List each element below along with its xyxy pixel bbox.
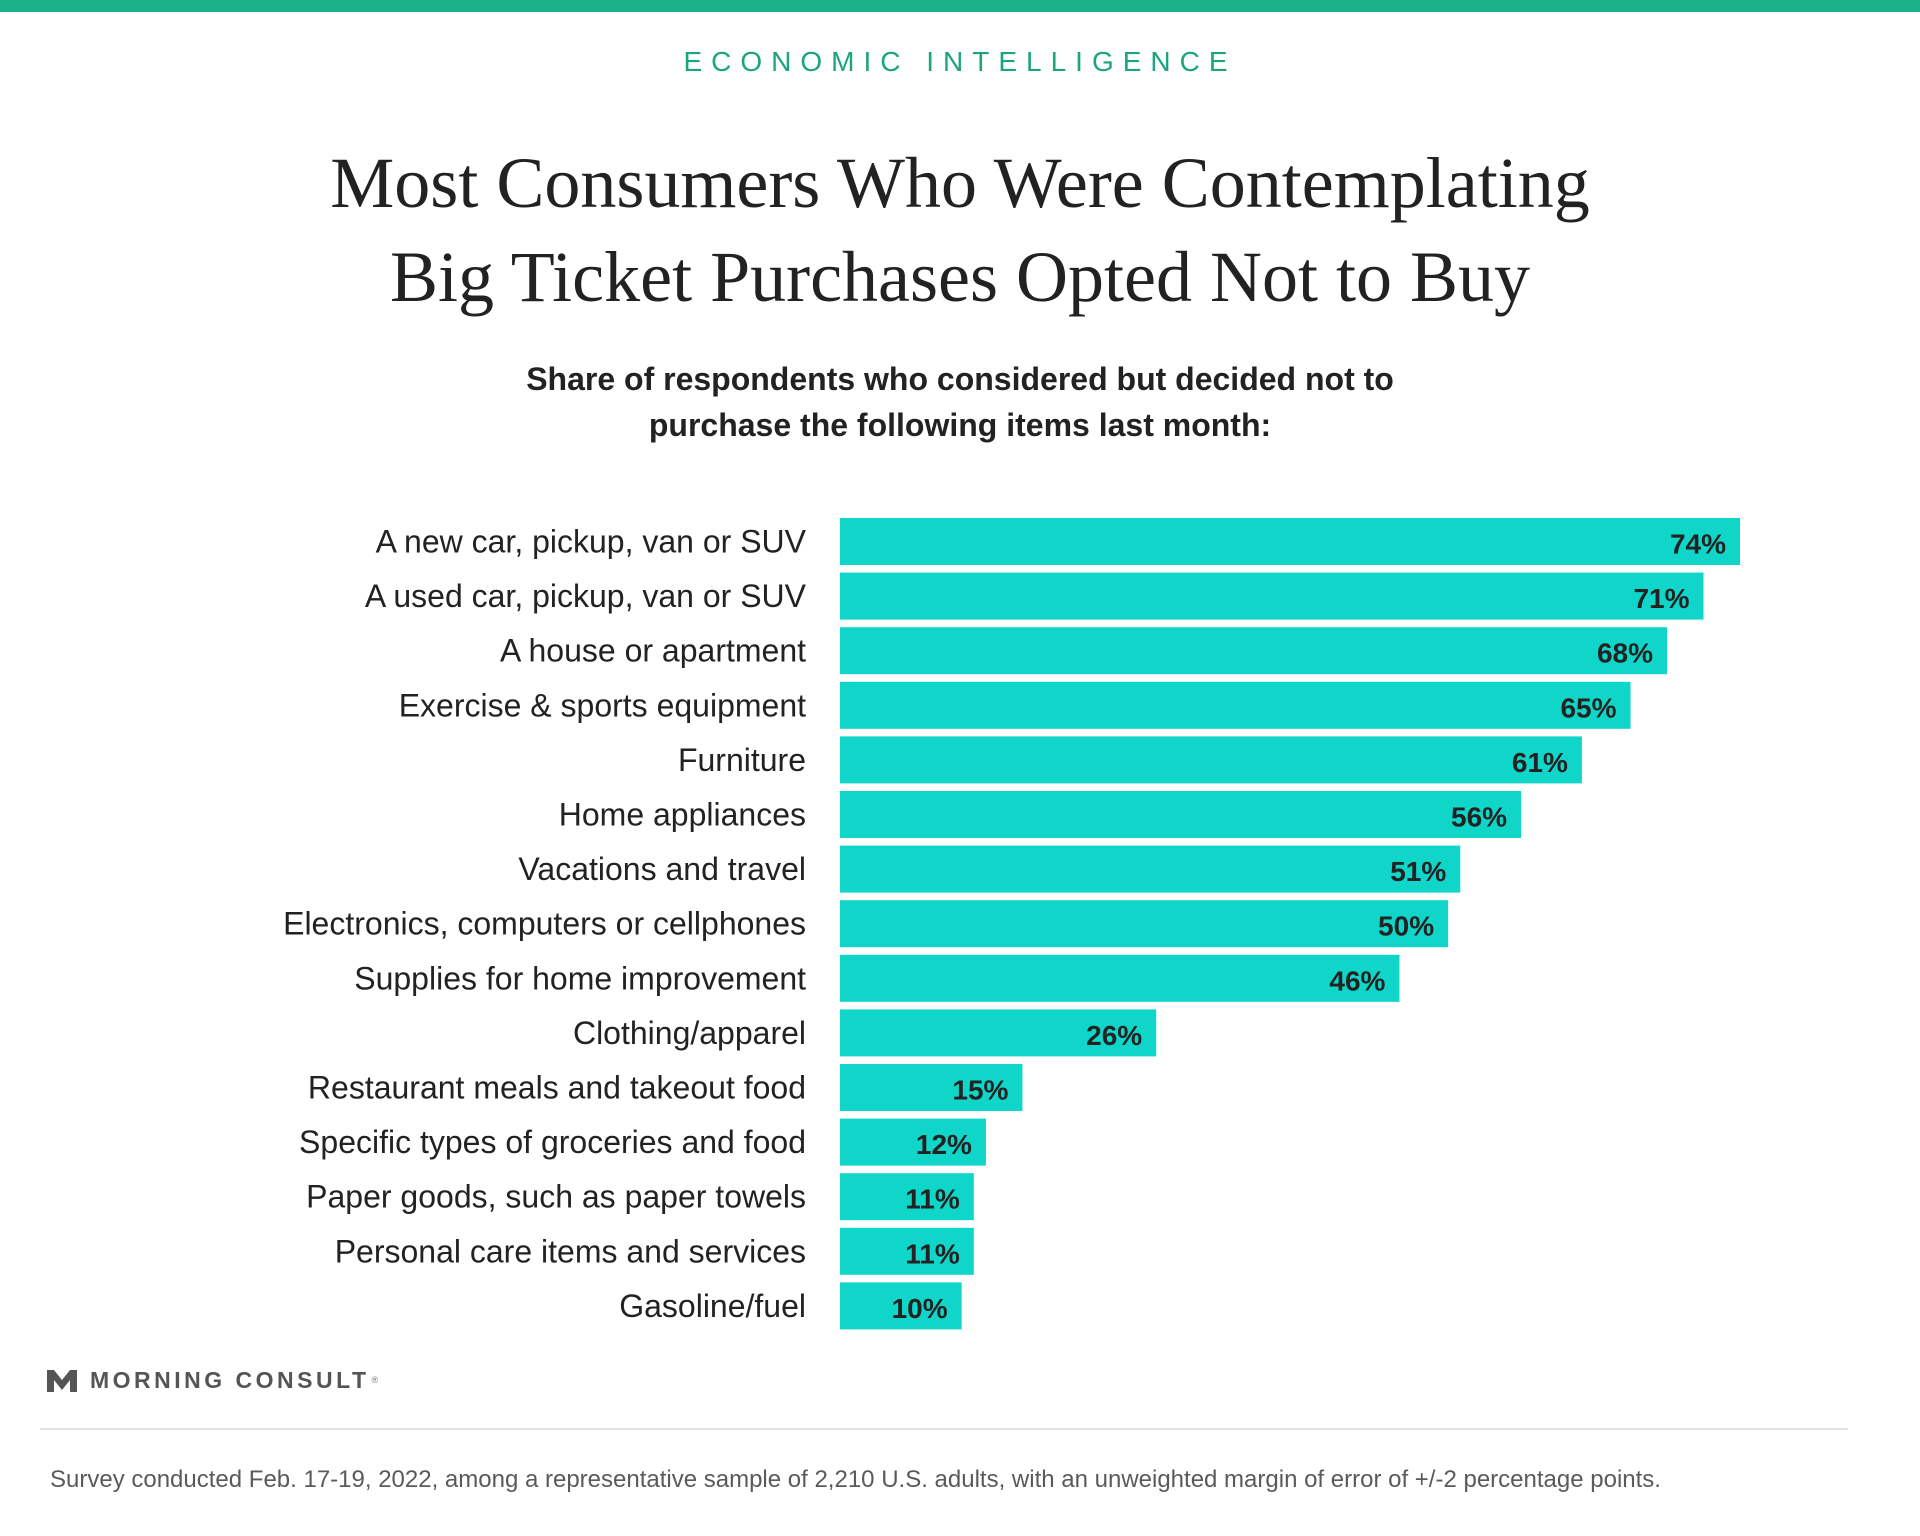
bar (840, 518, 1740, 565)
bar-row: A house or apartment 68% (500, 627, 1668, 675)
category-label: Home appliances (559, 797, 806, 833)
bar-row: Personal care items and services 11% (335, 1227, 974, 1275)
category-label: Specific types of groceries and food (299, 1124, 806, 1160)
bar-row: Home appliances 56% (559, 791, 1522, 838)
bar-row: Vacations and travel 51% (518, 845, 1461, 893)
bar (840, 736, 1582, 784)
morning-consult-logo: MORNING CONSULT ® (46, 1362, 378, 1398)
kicker-label: ECONOMIC INTELLIGENCE (683, 46, 1237, 77)
value-label: 15% (952, 1075, 1008, 1106)
value-label: 11% (905, 1238, 960, 1269)
value-label: 51% (1390, 856, 1446, 887)
bar-row: Clothing/apparel 26% (573, 1009, 1157, 1057)
category-label: Exercise & sports equipment (399, 687, 806, 723)
value-label: 46% (1329, 965, 1385, 996)
bar-chart: A new car, pickup, van or SUV 74% A used c… (283, 518, 1740, 1330)
value-label: 50% (1378, 911, 1434, 942)
bar-row: Paper goods, such as paper towels 11% (306, 1173, 974, 1221)
survey-footnote: Survey conducted Feb. 17-19, 2022, among… (50, 1466, 1661, 1493)
category-label: A house or apartment (500, 633, 806, 669)
bar (840, 681, 1631, 729)
category-label: Gasoline/fuel (619, 1288, 806, 1324)
category-label: Restaurant meals and takeout food (308, 1070, 806, 1106)
bar (840, 1173, 974, 1221)
value-label: 12% (916, 1129, 972, 1160)
bar-row: Exercise & sports equipment 65% (399, 681, 1631, 729)
chart-subtitle: Share of respondents who considered but … (260, 356, 1660, 448)
value-label: 56% (1451, 802, 1507, 833)
category-label: Vacations and travel (518, 851, 806, 887)
bar-row: Specific types of groceries and food 12% (299, 1118, 986, 1166)
value-label: 10% (892, 1293, 948, 1324)
value-label: 68% (1597, 638, 1653, 669)
value-label: 26% (1086, 1020, 1142, 1051)
bar (840, 1282, 962, 1330)
bar (840, 845, 1461, 893)
bar (840, 572, 1704, 620)
morning-consult-m-logo-icon (47, 1370, 77, 1392)
bar-row: Furniture 61% (678, 736, 1582, 784)
category-label: Furniture (678, 742, 806, 778)
category-label: Paper goods, such as paper towels (306, 1179, 806, 1215)
category-label: A used car, pickup, van or SUV (365, 578, 807, 614)
bar (840, 954, 1400, 1002)
bar (840, 627, 1668, 675)
value-label: 11% (905, 1184, 960, 1215)
bar (840, 1064, 1023, 1111)
category-label: Clothing/apparel (573, 1015, 806, 1051)
chart-title-line-2: Big Ticket Purchases Opted Not to Buy (389, 237, 1530, 317)
category-label: Personal care items and services (335, 1233, 806, 1269)
logo-text: MORNING CONSULT (90, 1366, 370, 1393)
value-label: 71% (1633, 583, 1689, 614)
bar-row: A new car, pickup, van or SUV 74% (376, 518, 1740, 565)
bar (840, 1227, 974, 1275)
chart-subtitle-line-2: purchase the following items last month: (648, 407, 1272, 443)
value-label: 74% (1670, 529, 1726, 560)
category-label: A new car, pickup, van or SUV (376, 524, 807, 560)
category-label: Electronics, computers or cellphones (283, 906, 806, 942)
chart-subtitle-line-1: Share of respondents who considered but … (526, 361, 1394, 397)
bar-row: Restaurant meals and takeout food 15% (308, 1064, 1023, 1111)
value-label: 65% (1560, 692, 1616, 723)
bar (840, 900, 1449, 948)
footer-divider (40, 1428, 1848, 1430)
bar (840, 1118, 986, 1166)
logo-registered-mark: ® (371, 1375, 379, 1385)
bar-row: Supplies for home improvement 46% (354, 954, 1400, 1002)
bar-row: Electronics, computers or cellphones 50% (283, 900, 1449, 948)
category-label: Supplies for home improvement (354, 960, 806, 996)
bar (840, 1009, 1157, 1057)
bar-row: Gasoline/fuel 10% (619, 1282, 962, 1330)
chart-title: Most Consumers Who Were Contemplating Bi… (160, 136, 1760, 324)
chart-title-line-1: Most Consumers Who Were Contemplating (330, 143, 1590, 223)
bar-row: A used car, pickup, van or SUV 71% (365, 572, 1704, 620)
top-accent-bar (0, 0, 1920, 12)
value-label: 61% (1512, 747, 1568, 778)
bar (840, 791, 1522, 838)
